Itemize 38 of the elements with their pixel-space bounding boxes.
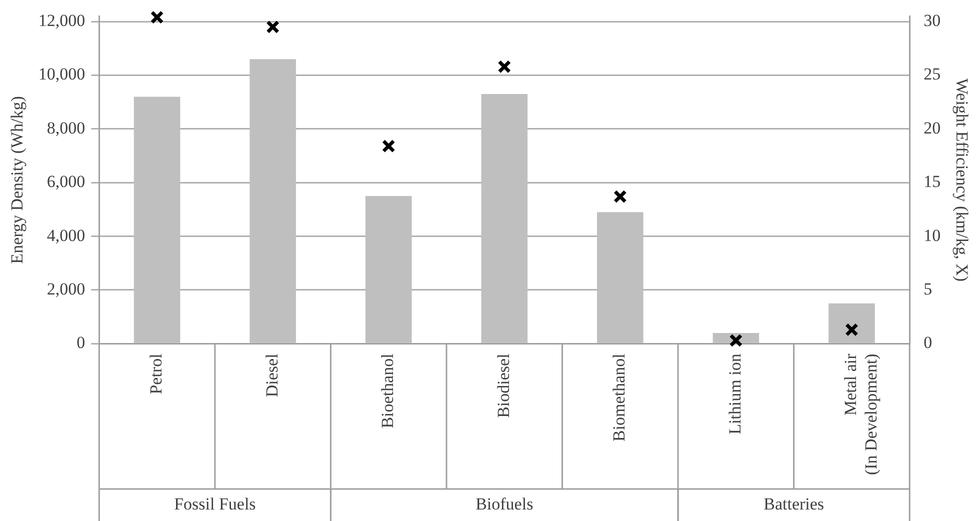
text: Fossil Fuels xyxy=(174,494,256,514)
y2-axis-title: Weight Efficiency (km/kg, X) xyxy=(952,78,972,282)
point xyxy=(150,10,164,24)
bar xyxy=(828,303,875,343)
x-tick-label: Petrol xyxy=(146,353,166,394)
bar xyxy=(250,59,296,343)
y-tick-label: 2,000 xyxy=(46,279,86,298)
y-tick-label: 6,000 xyxy=(46,172,86,192)
y-tick-label: 10,000 xyxy=(38,64,86,84)
y2-tick-label: 30 xyxy=(924,11,941,30)
bar xyxy=(365,196,412,343)
text: Batteries xyxy=(764,494,824,514)
y-tick-label: 4,000 xyxy=(46,226,86,245)
y2-tick-label: 10 xyxy=(924,226,941,245)
text: Biofuels xyxy=(476,494,534,514)
y-tick-label: 8,000 xyxy=(46,118,86,138)
y-tick-label: 12,000 xyxy=(38,11,86,30)
bar xyxy=(134,96,180,343)
y2-tick-label: 0 xyxy=(924,333,932,352)
y2-tick-label: 15 xyxy=(924,172,941,192)
point xyxy=(382,139,396,153)
point xyxy=(729,334,743,348)
x-tick-label: Metal air (In Development) xyxy=(841,353,881,476)
x-tick-label: Biomethanol xyxy=(610,353,629,442)
bar xyxy=(597,212,644,343)
y-axis-title: Energy Density (Wh/kg) xyxy=(8,96,27,264)
bar xyxy=(481,94,528,343)
point xyxy=(498,60,512,74)
y2-tick-label: 5 xyxy=(924,279,932,298)
point xyxy=(613,190,627,204)
y2-tick-label: 25 xyxy=(924,64,941,84)
y2-tick-label: 20 xyxy=(924,118,941,138)
x-tick-label: Bioethanol xyxy=(378,353,398,428)
y-tick-label: 0 xyxy=(76,333,86,352)
x-tick-label: Diesel xyxy=(262,353,282,398)
x-tick-label: Lithium ion xyxy=(725,353,744,434)
x-tick-label: Biodiesel xyxy=(494,353,513,418)
point xyxy=(266,20,280,34)
